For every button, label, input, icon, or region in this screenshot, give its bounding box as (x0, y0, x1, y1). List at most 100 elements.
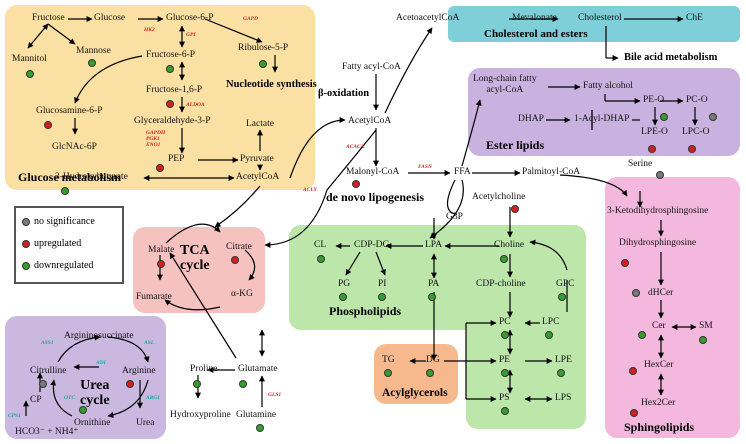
dot-fructose-1-6-p (166, 100, 174, 108)
node-argininosuccinate: Argininosuccinate (64, 331, 134, 341)
node-hexcer: HexCer (644, 360, 674, 370)
legend-item-no-significance: no significance (22, 216, 95, 227)
node-g3p: G3P (446, 212, 463, 222)
de-novo-lipogenesis-label: de novo lipogenesis (326, 190, 425, 204)
node-mannose: Mannose (76, 46, 111, 56)
beta-oxidation-label: β-oxidation (318, 88, 370, 99)
phospholipids-lower-region (466, 320, 586, 429)
dot-hexcer (629, 367, 637, 375)
node-malonyl-coa: Malonyl-CoA (346, 167, 400, 177)
legend-label-no-significance: no significance (34, 216, 95, 227)
dot-serine (656, 171, 664, 179)
legend-item-upregulated: upregulated (22, 238, 81, 249)
node-hex2cer: Hex2Cer (641, 398, 676, 408)
node-citrulline: Citrulline (30, 366, 67, 376)
node-glucose-6-p: Glucose-6-P (166, 13, 214, 23)
node-glutamate: Glutamate (238, 364, 278, 374)
dot-dhcer (632, 289, 640, 297)
node-pyruvate: Pyruvate (240, 154, 274, 164)
node-cholesterol: Cholesterol (578, 13, 622, 23)
enzyme-ass1: ASS1 (41, 340, 54, 346)
node-ps: PS (499, 393, 510, 403)
enzyme-fasn: FASN (418, 164, 432, 170)
dot-dg (426, 369, 434, 377)
node-glcnac-6p: GlcNAc-6P (52, 142, 97, 152)
node-sm: SM (699, 321, 713, 331)
node-glucosamine-6-p: Glucosamine-6-P (36, 106, 103, 116)
dot-malate (157, 260, 165, 268)
cholesterol-title: Cholesterol and esters (484, 28, 588, 40)
node-acetoacetylcoa: AcetoacetylCoA (396, 13, 460, 23)
node-choline: Choline (494, 240, 525, 250)
node-mannitol: Mannitol (12, 54, 47, 64)
node-dihydrosphingosine: Dihydrosphingosine (619, 238, 697, 248)
enzyme-gpi: GPI (186, 32, 196, 38)
node-pe-o: PE-O (643, 95, 665, 105)
node-lactate: Lactate (246, 119, 274, 129)
node-ribulose-5-p: Ribulose-5-P (238, 43, 289, 53)
node-glutamine: Glutamine (236, 410, 277, 420)
acylglycerols-title: Acylglycerols (382, 387, 448, 399)
node-malate: Malate (148, 245, 175, 255)
dot-lpc (545, 331, 553, 339)
dot-cer (638, 331, 646, 339)
legend: no significance upregulated downregulate… (14, 206, 124, 284)
node-3-hydroxybutyrate: 3-Hydroxybutyrate (55, 172, 128, 182)
node-pc: PC (499, 317, 511, 327)
urea-region (5, 316, 166, 439)
node-glyceraldehyde-3-p: Glyceraldehyde-3-P (134, 116, 211, 126)
node-cer: Cer (652, 321, 666, 331)
node-pi: PI (378, 279, 387, 289)
node-pep: PEP (168, 154, 185, 164)
node-lps: LPS (555, 393, 572, 403)
dot-pc-o (709, 113, 717, 121)
dot-lpe-o (648, 145, 656, 153)
enzyme-otc: OTC (64, 395, 75, 401)
node-tg: TG (382, 355, 395, 365)
enzyme-aldoa: ALDOA (186, 102, 205, 108)
glucose-metabolism-region (5, 5, 315, 190)
node-citrate: Citrate (226, 242, 252, 252)
node-alpha-kg: α-KG (231, 289, 253, 299)
node-proline: Proline (190, 364, 218, 374)
node-dhcer: dHCer (648, 288, 674, 298)
dot-malonyl-coa (352, 180, 360, 188)
dot-pep (156, 164, 164, 172)
node-hco3-nh4: HCO3⁻ + NH4⁺ (15, 427, 79, 437)
dot-hex2cer (630, 409, 638, 417)
node-lpc: LPC (542, 317, 560, 327)
dot-acetylcholine (511, 205, 519, 213)
dot-gpc (558, 293, 566, 301)
dot-choline (500, 255, 508, 263)
nucleotide-synthesis-label: Nucleotide synthesis (226, 79, 317, 90)
enzyme-gapdh-pgk1-eno1: GAPDH PGK1 ENO1 (146, 130, 166, 148)
enzyme-acaca: ACACA (346, 144, 365, 150)
node-acetylcholine: Acetylcholine (472, 192, 526, 202)
node-palmitoyl-coa: Palmitoyl-CoA (522, 167, 581, 177)
node-urea: Urea (136, 418, 155, 428)
dot-citrulline (39, 380, 47, 388)
node-lpc-o: LPC-O (682, 127, 710, 137)
node-gpc: GPC (556, 279, 575, 289)
ester-lipids-title: Ester lipids (486, 138, 545, 152)
dot-mannitol (26, 70, 34, 78)
dot-glutamine (256, 424, 264, 432)
dot-lpc-o (688, 145, 696, 153)
dot-pc (501, 331, 509, 339)
node-acetylcoa-lower: AcetylCoA (236, 172, 280, 182)
node-che: ChE (686, 13, 703, 23)
dot-glucosamine (44, 121, 52, 129)
enzyme-gls1: GLS1 (268, 392, 282, 398)
node-lpe: LPE (555, 355, 572, 365)
dot-3-hydroxybutyrate (61, 187, 69, 195)
tca-title: TCA cycle (180, 243, 210, 273)
legend-label-downregulated: downregulated (34, 260, 94, 271)
node-pc-o: PC-O (686, 95, 708, 105)
node-long-chain-fatty-acyl-coa: Long-chain fatty acyl-CoA (473, 74, 537, 95)
node-ffa: FFA (454, 167, 471, 177)
node-dhap: DHAP (518, 114, 544, 124)
node-fatty-acyl-coa: Fatty acyl-CoA (342, 62, 401, 72)
dot-ribulose (259, 60, 267, 68)
node-hydroxyproline: Hydroxyproline (170, 410, 231, 420)
